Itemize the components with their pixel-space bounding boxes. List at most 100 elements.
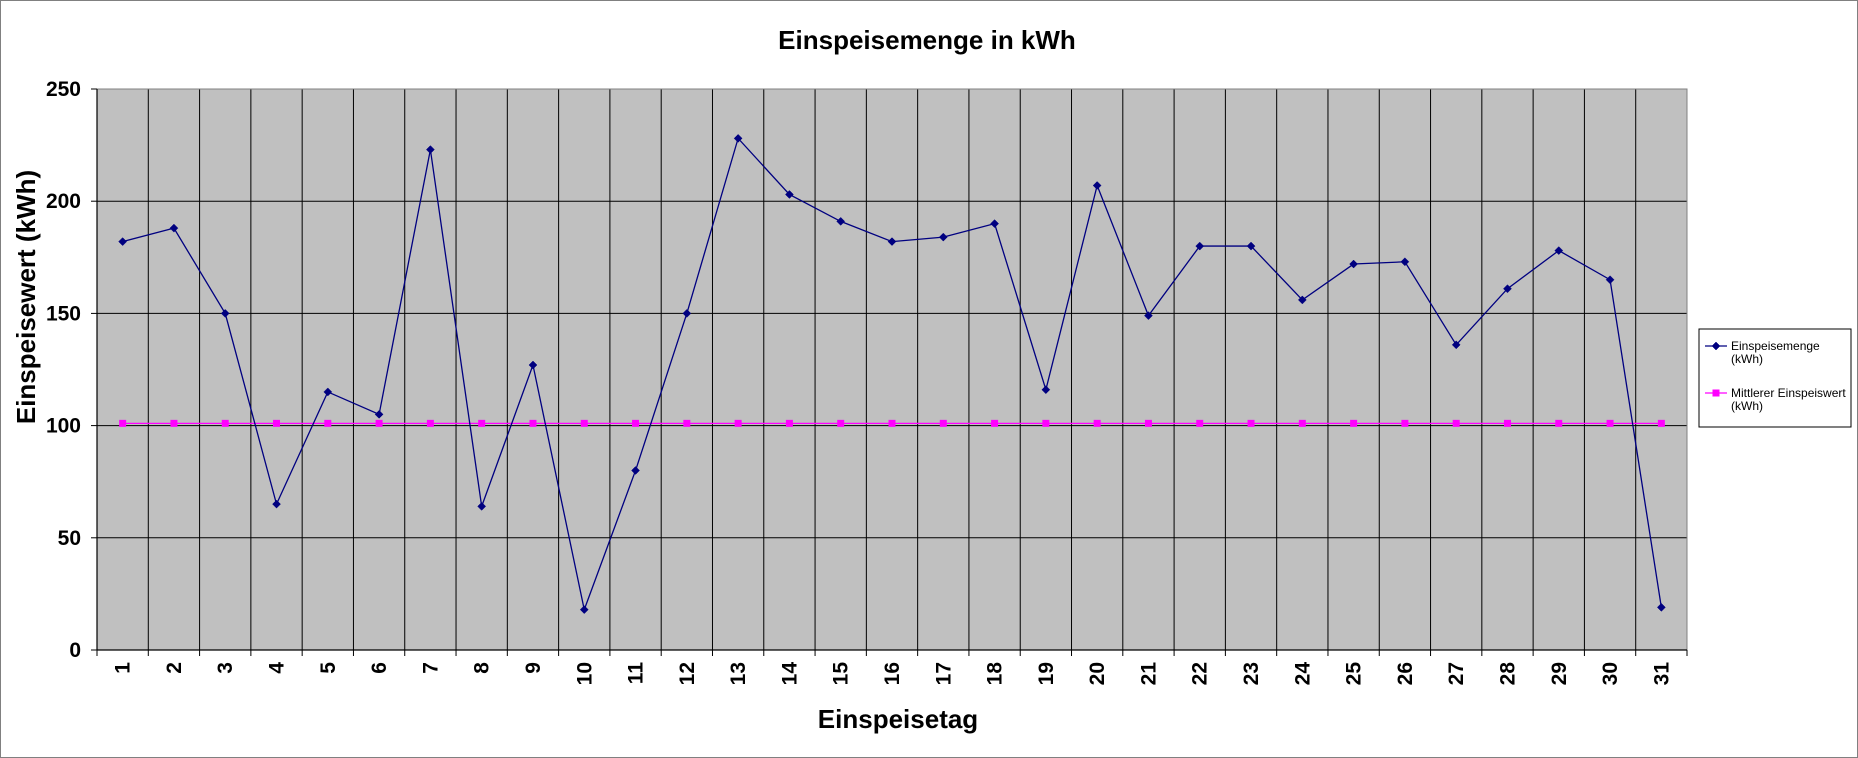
einspeisemenge-point: [1400, 257, 1410, 267]
einspeisemenge-point: [1349, 259, 1358, 269]
mittlerer-einspeiswert-point: [1247, 419, 1255, 427]
x-tick-label: 30: [1599, 662, 1622, 685]
x-tick-label: 5: [317, 662, 340, 674]
x-tick-label: 7: [419, 662, 442, 674]
mittlerer-einspeiswert-point: [683, 419, 691, 427]
mittlerer-einspeiswert-point: [273, 419, 281, 427]
x-tick-label: 12: [676, 662, 699, 685]
einspeisemenge-point: [579, 605, 589, 614]
mittlerer-einspeiswert-point: [837, 419, 845, 427]
x-tick-label: 9: [522, 662, 545, 674]
einspeisemenge-point: [990, 219, 999, 228]
mittlerer-einspeiswert-point: [1093, 419, 1101, 427]
einspeisemenge-point: [1092, 181, 1102, 190]
mittlerer-einspeiswert-point: [1144, 419, 1152, 427]
mittlerer-einspeiswert-point: [1298, 419, 1306, 427]
mittlerer-einspeiswert-point: [632, 419, 640, 427]
x-tick-label: 3: [214, 662, 237, 674]
x-axis-title: Einspeisetag: [818, 704, 978, 734]
x-tick-label: 2: [163, 662, 186, 674]
einspeisemenge-point: [1297, 295, 1307, 305]
einspeisemenge-point: [477, 502, 487, 511]
mittlerer-einspeiswert-point: [324, 419, 332, 427]
x-tick-label: 13: [727, 662, 750, 685]
mittlerer-einspeiswert-point: [1555, 419, 1563, 427]
einspeisemenge-point: [323, 387, 333, 397]
x-tick-label: 28: [1496, 662, 1519, 686]
mittlerer-einspeiswert-point: [426, 419, 434, 427]
mittlerer-einspeiswert-point: [991, 419, 999, 427]
mittlerer-einspeiswert-point: [1042, 419, 1050, 427]
einspeisemenge-point: [733, 134, 743, 143]
einspeisemenge-point: [1554, 246, 1564, 255]
mittlerer-einspeiswert-point: [119, 419, 127, 427]
x-tick-label: 21: [1137, 662, 1160, 686]
x-tick-label: 8: [471, 662, 494, 674]
einspeisemenge-point: [118, 237, 127, 246]
mittlerer-einspeiswert-point: [1503, 419, 1511, 427]
mittlerer-einspeiswert-point: [1350, 419, 1358, 427]
legend-swatch-marker: [1711, 341, 1721, 351]
mittlerer-einspeiswert-point: [734, 419, 742, 427]
einspeisemenge-point: [272, 499, 281, 509]
x-tick-label: 14: [778, 662, 801, 686]
y-tick-label: 100: [46, 415, 81, 438]
einspeisemenge-point: [169, 223, 179, 233]
mittlerer-einspeiswert-point: [1657, 419, 1665, 427]
einspeisemenge-point: [1503, 284, 1512, 294]
einspeisemenge-point: [1195, 241, 1205, 251]
einspeisemenge-point: [1246, 241, 1256, 251]
x-tick-label: 22: [1189, 662, 1212, 685]
legend-box: [1698, 328, 1852, 428]
mittlerer-einspeiswert-point: [939, 419, 947, 427]
einspeisemenge-point: [1657, 603, 1666, 612]
x-tick-label: 11: [625, 662, 648, 685]
einspeisemenge-point: [528, 360, 538, 370]
einspeisemenge-point: [938, 232, 948, 242]
legend-label: (kWh): [1731, 399, 1763, 413]
mittlerer-einspeiswert-point: [375, 419, 383, 427]
mittlerer-einspeiswert-point: [478, 419, 486, 427]
x-tick-label: 27: [1445, 662, 1468, 685]
x-tick-label: 6: [368, 662, 391, 674]
y-tick-label: 250: [46, 78, 81, 101]
x-tick-label: 1: [112, 662, 135, 674]
x-tick-label: 25: [1343, 662, 1366, 686]
mittlerer-einspeiswert-point: [1452, 419, 1460, 427]
y-tick-label: 50: [58, 527, 81, 550]
einspeisemenge-point: [220, 309, 230, 318]
mittlerer-einspeiswert-point: [529, 419, 537, 427]
legend-label: (kWh): [1731, 352, 1763, 366]
plot-background: [97, 89, 1687, 650]
mittlerer-einspeiswert-point: [1401, 419, 1409, 427]
einspeisemenge-point: [1144, 311, 1153, 320]
einspeisemenge-point: [1451, 340, 1461, 350]
mittlerer-einspeiswert-point: [221, 419, 229, 427]
einspeisemenge-point: [836, 217, 846, 226]
x-tick-label: 24: [1291, 662, 1314, 686]
einspeisemenge-point: [426, 145, 435, 154]
x-tick-label: 17: [932, 662, 955, 685]
x-tick-label: 26: [1394, 662, 1417, 685]
einspeisemenge-point: [887, 237, 897, 246]
y-tick-label: 200: [46, 190, 81, 213]
mittlerer-einspeiswert-point: [888, 419, 896, 427]
legend-swatch-marker: [1712, 389, 1720, 397]
x-tick-label: 20: [1086, 662, 1109, 685]
legend: Einspeisemenge(kWh)Mittlerer Einspeiswer…: [1698, 328, 1852, 428]
einspeisemenge-point: [1605, 275, 1615, 285]
einspeisemenge-point: [1041, 385, 1051, 395]
mittlerer-einspeiswert-point: [785, 419, 793, 427]
x-tick-label: 4: [266, 662, 289, 674]
x-tick-label: 31: [1650, 662, 1673, 686]
x-tick-label: 19: [1035, 662, 1058, 685]
mittlerer-einspeiswert-point: [170, 419, 178, 427]
mittlerer-einspeiswert-point: [580, 419, 588, 427]
einspeisemenge-point: [374, 410, 384, 419]
y-tick-label: 150: [46, 302, 81, 325]
chart-title: Einspeisemenge in kWh: [778, 25, 1076, 55]
x-tick-label: 23: [1240, 662, 1263, 685]
x-tick-label: 15: [830, 662, 853, 686]
